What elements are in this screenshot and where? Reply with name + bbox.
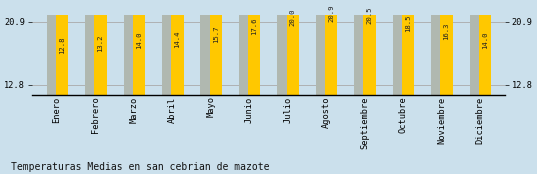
Bar [248, 0, 260, 95]
Text: 16.3: 16.3 [444, 23, 449, 40]
Bar [133, 0, 145, 95]
Bar [85, 0, 96, 95]
Bar [95, 0, 107, 95]
Bar [393, 0, 403, 95]
Text: 14.0: 14.0 [136, 32, 142, 49]
Text: 20.0: 20.0 [290, 9, 296, 26]
Bar [56, 0, 68, 95]
Bar [277, 0, 288, 95]
Text: 20.5: 20.5 [367, 6, 373, 24]
Text: 17.6: 17.6 [251, 18, 257, 35]
Bar [431, 0, 442, 95]
Text: 14.4: 14.4 [175, 30, 180, 48]
Bar [209, 0, 222, 95]
Text: 12.8: 12.8 [59, 37, 65, 54]
Bar [287, 0, 299, 95]
Bar [364, 0, 376, 95]
Text: 13.2: 13.2 [98, 35, 104, 52]
Text: 20.9: 20.9 [328, 5, 334, 22]
Bar [402, 0, 414, 95]
Bar [171, 0, 184, 95]
Bar [479, 0, 491, 95]
Bar [316, 0, 326, 95]
Bar [239, 0, 250, 95]
Bar [354, 0, 365, 95]
Bar [200, 0, 211, 95]
Text: 14.0: 14.0 [482, 32, 488, 49]
Bar [124, 0, 134, 95]
Bar [47, 2, 57, 95]
Text: Temperaturas Medias en san cebrian de mazote: Temperaturas Medias en san cebrian de ma… [11, 162, 269, 172]
Text: 15.7: 15.7 [213, 25, 219, 43]
Text: 18.5: 18.5 [405, 14, 411, 32]
Bar [325, 0, 337, 95]
Bar [162, 0, 173, 95]
Bar [440, 0, 453, 95]
Bar [469, 0, 480, 95]
